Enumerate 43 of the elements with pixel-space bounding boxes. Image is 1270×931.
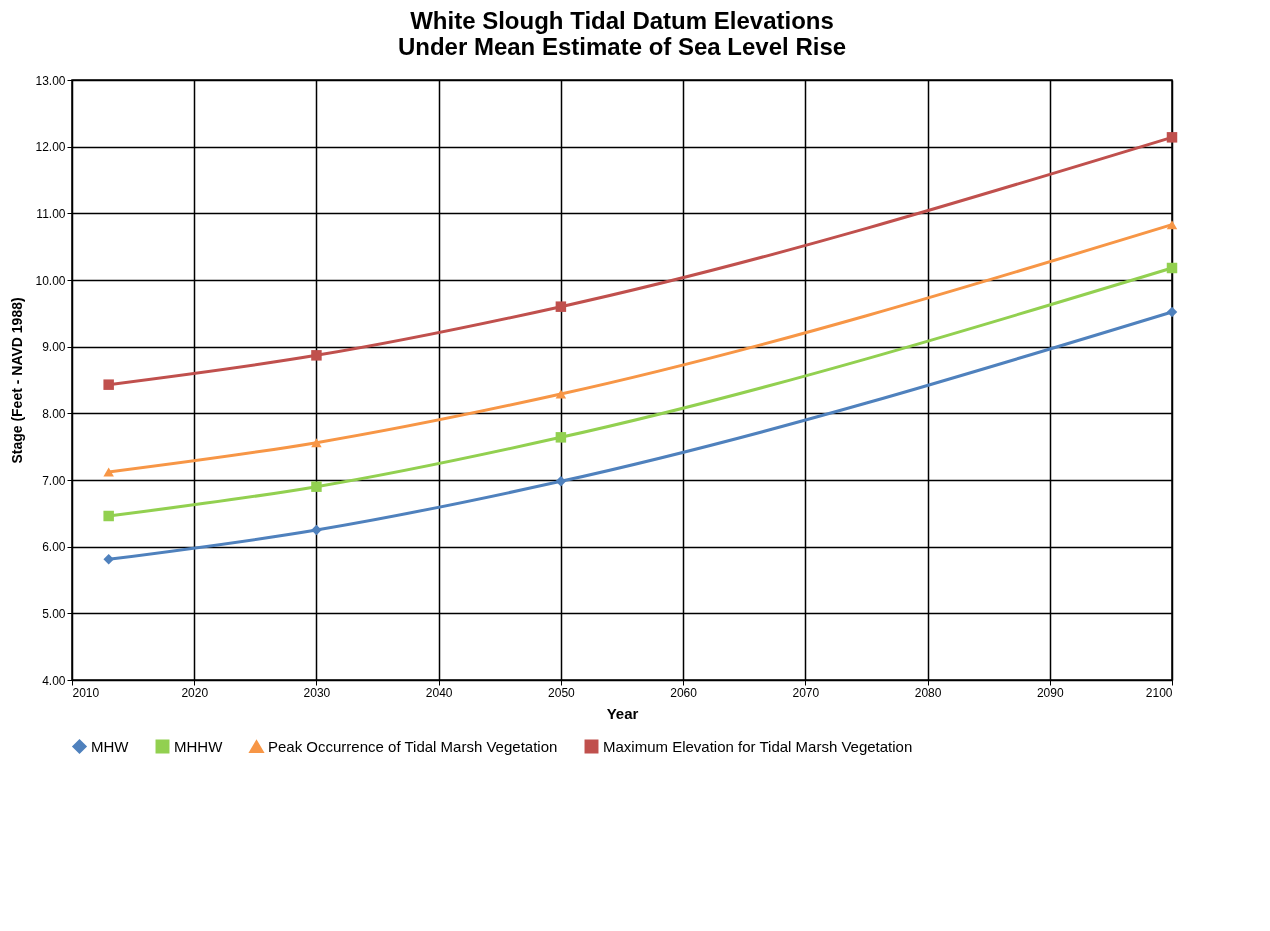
point — [555, 301, 567, 312]
y-tick-label: 9.00 — [42, 340, 66, 355]
x-tick-label: 2060 — [670, 685, 698, 700]
point — [555, 476, 567, 487]
y-tick-label: 13.00 — [35, 73, 66, 88]
point — [1166, 132, 1178, 143]
point — [311, 350, 322, 361]
legend-label: Peak Occurrence of Tidal Marsh Vegetation — [268, 737, 558, 755]
legend-label: Maximum Elevation for Tidal Marsh Vegetation — [603, 737, 913, 755]
point — [1166, 306, 1178, 318]
x-tick-label: 2080 — [914, 685, 942, 700]
y-tick-label: 7.00 — [42, 473, 66, 488]
y-tick-label: 6.00 — [42, 540, 66, 555]
point — [103, 510, 114, 522]
y-tick-label: 11.00 — [36, 206, 66, 221]
x-tick-label: 2010 — [72, 685, 100, 700]
point — [1166, 220, 1178, 230]
point — [1166, 262, 1178, 274]
y-axis-title: Stage (Feet - NAVD 1988) — [9, 297, 26, 464]
point — [103, 467, 114, 477]
point — [103, 379, 114, 390]
point — [103, 554, 114, 565]
point — [311, 524, 322, 536]
x-tick-label: 2070 — [792, 685, 820, 700]
y-tick-label: 8.00 — [42, 406, 66, 421]
x-axis-title: Year — [606, 704, 639, 722]
legend-label: MHHW — [174, 737, 224, 755]
y-tick-label: 5.00 — [42, 606, 66, 621]
chart-title: White Slough Tidal Datum Elevations Under Mean Estimate of Sea Level Rise — [397, 7, 847, 60]
point — [555, 389, 567, 399]
x-tick-label: 2020 — [181, 685, 209, 700]
point — [311, 481, 322, 492]
y-tick-label: 10.00 — [35, 273, 66, 288]
legend-label: MHW — [91, 737, 130, 755]
y-tick-label: 12.00 — [35, 140, 66, 155]
point — [555, 432, 567, 443]
x-tick-label: 2050 — [548, 685, 576, 700]
x-tick-label: 2040 — [425, 685, 453, 700]
y-tick-label: 4.00 — [42, 673, 66, 688]
x-tick-label: 2090 — [1036, 685, 1064, 700]
x-tick-label: 2030 — [303, 685, 331, 700]
point — [311, 438, 322, 448]
x-tick-label: 2100 — [1145, 685, 1173, 700]
